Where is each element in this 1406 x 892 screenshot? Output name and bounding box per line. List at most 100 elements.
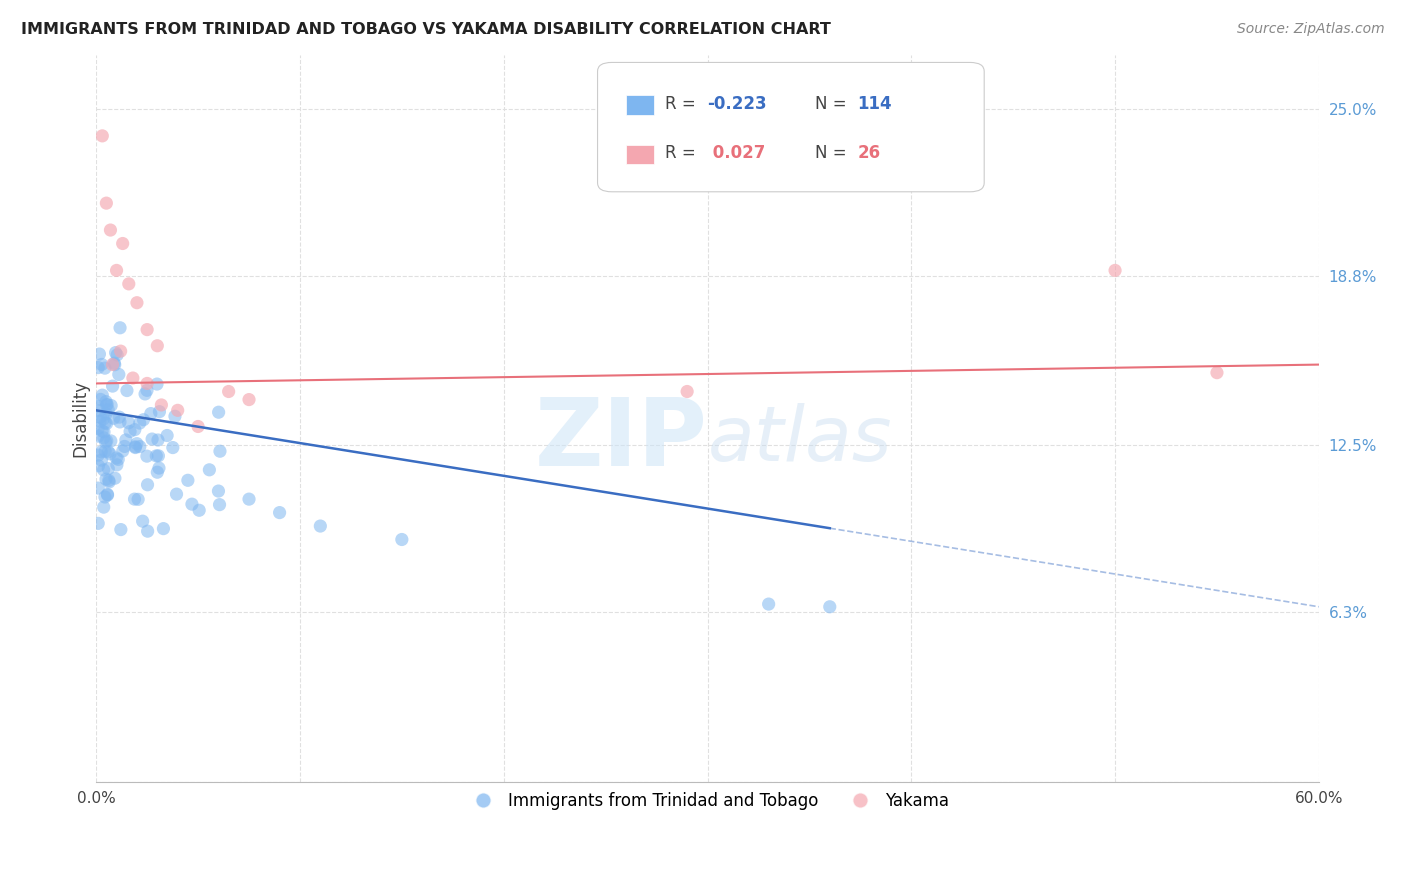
Point — [198, 463, 221, 477]
Point — [177, 473, 200, 487]
Point — [818, 599, 841, 614]
Point — [97, 474, 120, 488]
Point — [132, 413, 155, 427]
Point — [115, 433, 138, 447]
Point — [90, 444, 112, 458]
Point — [146, 433, 169, 447]
Point — [117, 416, 139, 430]
Point — [124, 423, 146, 437]
Legend: Immigrants from Trinidad and Tobago, Yakama: Immigrants from Trinidad and Tobago, Yak… — [460, 786, 956, 817]
Point — [108, 410, 131, 425]
Point — [146, 339, 169, 353]
Point — [94, 416, 117, 430]
Point — [114, 439, 136, 453]
Point — [128, 440, 150, 454]
Point — [136, 524, 159, 538]
Point — [98, 447, 121, 461]
Point — [134, 387, 156, 401]
Point — [96, 407, 118, 421]
Point — [136, 384, 159, 398]
Point — [104, 345, 127, 359]
Point — [98, 475, 121, 489]
Point — [93, 500, 115, 515]
Point — [90, 392, 112, 407]
Point — [188, 503, 211, 517]
Point — [207, 484, 229, 499]
Point — [238, 492, 260, 507]
Point — [110, 344, 132, 359]
Point — [97, 402, 120, 417]
Text: R =: R = — [665, 95, 696, 113]
Point — [150, 398, 173, 412]
Point — [162, 441, 184, 455]
Point — [91, 128, 114, 143]
Point — [89, 403, 111, 417]
Text: -0.223: -0.223 — [707, 95, 766, 113]
Point — [94, 444, 117, 458]
Point — [111, 236, 134, 251]
Point — [1206, 366, 1229, 380]
Point — [89, 414, 111, 428]
Point — [269, 506, 291, 520]
Point — [91, 412, 114, 426]
Point — [94, 435, 117, 450]
Point — [187, 419, 209, 434]
Point — [100, 223, 122, 237]
Text: ZIP: ZIP — [534, 394, 707, 486]
Text: Source: ZipAtlas.com: Source: ZipAtlas.com — [1237, 22, 1385, 37]
Point — [1104, 263, 1126, 277]
Point — [218, 384, 240, 399]
Point — [94, 361, 117, 376]
Point — [145, 449, 167, 463]
Point — [90, 453, 112, 467]
Text: 0.027: 0.027 — [707, 145, 766, 162]
Text: atlas: atlas — [707, 403, 891, 477]
Point — [124, 492, 146, 507]
Point — [128, 416, 150, 430]
Point — [111, 444, 134, 458]
Point — [105, 263, 128, 277]
Point — [96, 196, 118, 211]
Point — [94, 472, 117, 486]
Y-axis label: Disability: Disability — [72, 380, 89, 457]
Point — [181, 497, 204, 511]
Point — [676, 384, 699, 399]
Point — [207, 405, 229, 419]
Text: IMMIGRANTS FROM TRINIDAD AND TOBAGO VS YAKAMA DISABILITY CORRELATION CHART: IMMIGRANTS FROM TRINIDAD AND TOBAGO VS Y… — [21, 22, 831, 37]
Point — [105, 458, 128, 472]
Point — [87, 421, 110, 435]
Point — [238, 392, 260, 407]
Point — [121, 371, 143, 385]
Point — [97, 444, 120, 458]
Point — [96, 488, 118, 502]
Point — [139, 407, 162, 421]
Point — [136, 323, 159, 337]
Point — [87, 429, 110, 443]
Point — [96, 398, 118, 412]
Point — [131, 514, 153, 528]
Point — [93, 425, 115, 439]
Point — [118, 277, 141, 291]
Point — [93, 463, 115, 477]
Point — [124, 441, 146, 455]
Point — [135, 449, 157, 463]
Text: R =: R = — [665, 145, 696, 162]
Point — [148, 461, 170, 475]
Point — [107, 452, 129, 467]
Point — [108, 368, 131, 382]
Point — [136, 376, 159, 391]
Point — [100, 434, 122, 448]
Point — [391, 533, 413, 547]
Point — [93, 431, 115, 445]
Point — [96, 434, 118, 448]
Point — [87, 481, 110, 495]
Point — [103, 356, 125, 370]
Point — [87, 400, 110, 414]
Point — [94, 394, 117, 409]
Point — [115, 384, 138, 398]
Point — [90, 358, 112, 372]
Point — [97, 461, 120, 475]
Point — [146, 465, 169, 479]
Point — [96, 397, 118, 411]
Point — [166, 403, 188, 417]
